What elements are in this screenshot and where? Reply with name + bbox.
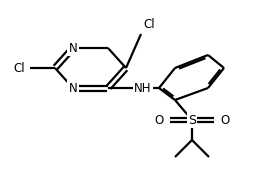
Text: N: N <box>69 42 78 55</box>
Text: Cl: Cl <box>13 61 25 74</box>
Text: N: N <box>69 81 78 94</box>
Text: Cl: Cl <box>143 18 155 31</box>
Text: S: S <box>188 113 196 126</box>
Text: NH: NH <box>134 81 152 94</box>
Text: O: O <box>155 113 164 126</box>
Text: O: O <box>220 113 229 126</box>
